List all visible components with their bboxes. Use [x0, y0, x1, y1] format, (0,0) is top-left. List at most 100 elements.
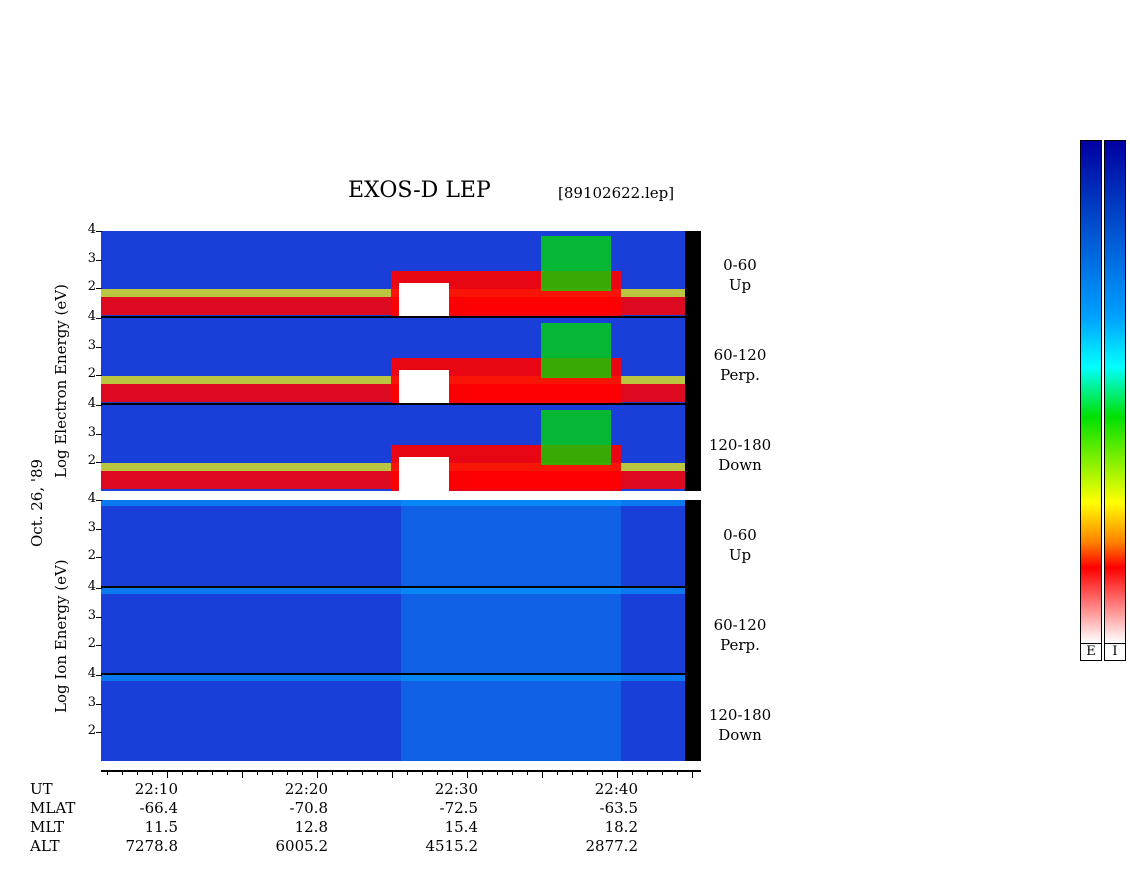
channel-range: 60-120 — [713, 616, 767, 634]
x-tick-mark — [107, 770, 108, 775]
ephemeris-row-label: UT — [30, 780, 53, 798]
x-tick-mark — [182, 770, 183, 775]
y-tick-mark — [96, 588, 102, 589]
y-tick-mark — [96, 405, 102, 406]
spectrogram-background — [101, 675, 685, 761]
data-gap — [685, 588, 701, 674]
y-tick-label: 4 — [87, 579, 96, 594]
colorbar-ion — [1104, 140, 1126, 644]
channel-label-i-up: 0-60 Up — [700, 525, 780, 565]
x-tick-mark — [512, 770, 513, 775]
ephemeris-row-label: MLAT — [30, 799, 76, 817]
x-tick-mark — [527, 770, 528, 775]
channel-dir: Down — [718, 456, 762, 474]
data-gap — [685, 675, 701, 761]
ephemeris-value: 11.5 — [144, 818, 178, 836]
y-tick-mark — [96, 346, 102, 348]
ion-enhancement — [401, 500, 621, 586]
x-tick-mark — [647, 770, 648, 775]
ion-top-band — [101, 588, 685, 594]
ephemeris-value: -66.4 — [139, 799, 178, 817]
ephemeris-value: 22:20 — [284, 780, 328, 798]
burst-core — [399, 370, 449, 404]
x-tick-mark — [572, 770, 573, 775]
x-axis — [101, 770, 701, 772]
high-energy-region — [541, 236, 611, 291]
high-energy-region — [541, 410, 611, 465]
channel-range: 60-120 — [713, 346, 767, 364]
y-tick-label: 2 — [87, 548, 96, 564]
spectrogram-svg — [101, 675, 701, 761]
spectrogram-svg — [101, 318, 701, 404]
y-tick-label: 2 — [87, 723, 96, 739]
y-tick-label: 2 — [87, 279, 96, 295]
x-tick-mark — [392, 770, 393, 778]
x-tick-mark — [347, 770, 348, 775]
spectrogram-svg — [101, 500, 701, 586]
y-tick-label: 3 — [87, 607, 96, 623]
data-gap — [685, 231, 701, 317]
y-tick-mark — [96, 259, 102, 261]
x-tick-mark — [167, 770, 168, 778]
y-tick-mark — [96, 375, 102, 377]
y-tick-label: 2 — [87, 636, 96, 652]
spectrogram-svg — [101, 405, 701, 491]
x-tick-mark — [662, 770, 663, 775]
x-tick-mark — [272, 770, 273, 775]
ephemeris-value: 6005.2 — [275, 837, 329, 855]
y-tick-label: 2 — [87, 453, 96, 469]
y-tick-mark — [96, 616, 102, 618]
channel-dir: Up — [728, 546, 752, 564]
electron-panel-up — [101, 231, 701, 317]
ephemeris-value: 2877.2 — [585, 837, 639, 855]
data-gap — [685, 500, 701, 586]
channel-label-e-perp: 60-120 Perp. — [700, 345, 780, 385]
ephemeris-row-label: ALT — [30, 837, 60, 855]
ion-y-axis-label: Log Ion Energy (eV) — [52, 559, 70, 713]
x-tick-mark — [332, 770, 333, 775]
y-tick-label: 2 — [87, 366, 96, 382]
panel-separator — [101, 586, 701, 588]
y-tick-mark — [96, 703, 102, 705]
y-tick-label: 3 — [87, 250, 96, 266]
channel-range: 120-180 — [708, 706, 772, 724]
y-tick-mark — [96, 528, 102, 530]
colorbar-electron — [1080, 140, 1102, 644]
electron-panel-down — [101, 405, 701, 491]
x-tick-mark — [287, 770, 288, 775]
x-tick-mark — [317, 770, 318, 778]
channel-range: 120-180 — [708, 436, 772, 454]
electron-panel-perp — [101, 318, 701, 404]
x-tick-mark — [137, 770, 138, 775]
spectrogram-background — [101, 588, 685, 674]
x-tick-mark — [437, 770, 438, 775]
x-tick-mark — [407, 770, 408, 775]
x-tick-mark — [242, 770, 243, 778]
y-tick-mark — [96, 462, 102, 464]
channel-range: 0-60 — [723, 256, 757, 274]
colorbar-label-e: E — [1080, 643, 1102, 661]
ephemeris-value: 4515.2 — [425, 837, 479, 855]
channel-label-i-perp: 60-120 Perp. — [700, 615, 780, 655]
spectrogram-background — [101, 500, 685, 586]
x-tick-mark — [422, 770, 423, 775]
ephemeris-value: 7278.8 — [125, 837, 179, 855]
x-tick-mark — [692, 770, 693, 778]
y-tick-mark — [96, 732, 102, 734]
channel-dir: Perp. — [720, 366, 760, 384]
y-tick-label: 3 — [87, 424, 96, 440]
ephemeris-value: 15.4 — [444, 818, 478, 836]
ephemeris-value: -70.8 — [289, 799, 328, 817]
ephemeris-value: 18.2 — [604, 818, 638, 836]
ion-enhancement — [401, 588, 621, 674]
channel-dir: Down — [718, 726, 762, 744]
y-tick-label: 3 — [87, 694, 96, 710]
ephemeris-value: 22:10 — [134, 780, 178, 798]
ephemeris-value: -72.5 — [439, 799, 478, 817]
ion-panel-up — [101, 500, 701, 586]
x-tick-mark — [302, 770, 303, 775]
ephemeris-value: 12.8 — [294, 818, 328, 836]
file-name: [89102622.lep] — [558, 184, 675, 202]
date-label: Oct. 26, '89 — [28, 458, 46, 547]
panel-separator — [101, 673, 701, 675]
